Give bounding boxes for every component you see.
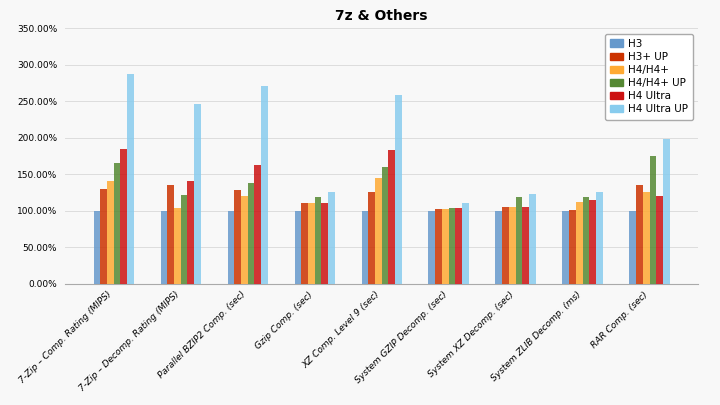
Bar [442, 209, 449, 284]
Bar [462, 203, 469, 284]
Bar [629, 211, 636, 284]
Bar [449, 208, 455, 284]
Bar [94, 211, 100, 284]
Bar [294, 211, 301, 284]
Bar [569, 210, 576, 284]
Bar [187, 181, 194, 284]
Bar [328, 192, 335, 284]
Bar [522, 207, 529, 284]
Bar [120, 149, 127, 284]
Bar [234, 190, 241, 284]
Bar [114, 163, 120, 284]
Bar [576, 202, 582, 284]
Bar [254, 165, 261, 284]
Bar [636, 185, 643, 284]
Bar [261, 86, 268, 284]
Bar [395, 96, 402, 284]
Bar [181, 195, 187, 284]
Bar [596, 192, 603, 284]
Legend: H3, H3+ UP, H4/H4+, H4/H4+ UP, H4 Ultra, H4 Ultra UP: H3, H3+ UP, H4/H4+, H4/H4+ UP, H4 Ultra,… [605, 34, 693, 119]
Bar [228, 211, 234, 284]
Bar [388, 150, 395, 284]
Bar [301, 203, 308, 284]
Bar [315, 198, 321, 284]
Bar [361, 211, 368, 284]
Bar [649, 156, 656, 284]
Bar [100, 189, 107, 284]
Bar [663, 139, 670, 284]
Bar [516, 198, 522, 284]
Bar [589, 200, 596, 284]
Bar [495, 211, 502, 284]
Bar [529, 194, 536, 284]
Bar [127, 74, 134, 284]
Bar [161, 211, 167, 284]
Bar [656, 196, 663, 284]
Bar [308, 203, 315, 284]
Bar [435, 209, 442, 284]
Bar [248, 183, 254, 284]
Bar [455, 208, 462, 284]
Bar [582, 198, 589, 284]
Bar [382, 167, 388, 284]
Bar [502, 207, 509, 284]
Bar [241, 196, 248, 284]
Bar [368, 192, 375, 284]
Bar [167, 185, 174, 284]
Bar [643, 192, 649, 284]
Bar [428, 211, 435, 284]
Bar [321, 203, 328, 284]
Bar [509, 207, 516, 284]
Bar [375, 178, 382, 284]
Bar [194, 104, 201, 284]
Bar [174, 208, 181, 284]
Bar [562, 211, 569, 284]
Bar [107, 181, 114, 284]
Title: 7z & Others: 7z & Others [336, 9, 428, 23]
